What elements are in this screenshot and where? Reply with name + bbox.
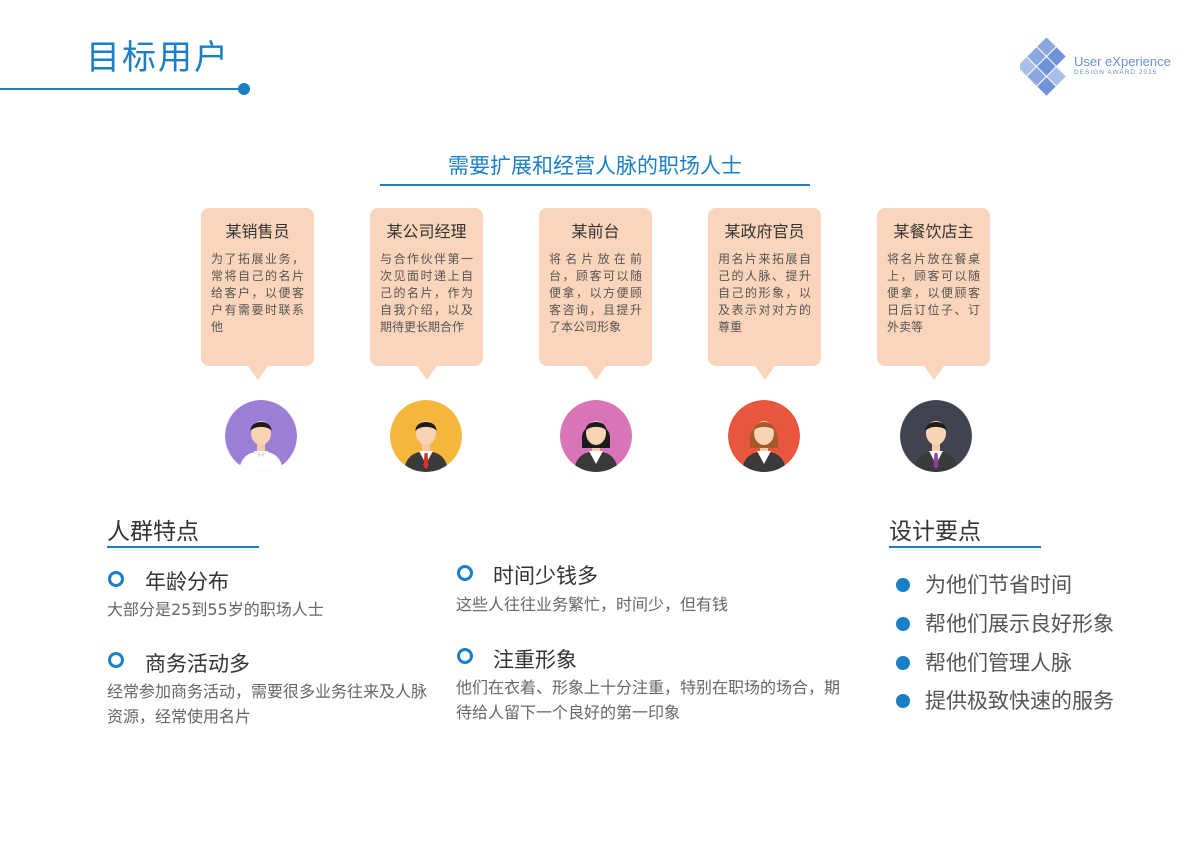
characteristics-underline bbox=[107, 546, 259, 548]
restaurant-owner-avatar-icon bbox=[900, 400, 972, 472]
target-group-underline bbox=[380, 184, 810, 186]
design-point: 帮他们展示良好形象 bbox=[925, 612, 1114, 636]
design-point: 为他们节省时间 bbox=[925, 573, 1072, 597]
feature-title: 时间少钱多 bbox=[493, 564, 598, 588]
persona-card: 某公司经理 与合作伙伴第一次见面时递上自己的名片，作为自我介绍，以及期待更长期合… bbox=[370, 208, 483, 380]
title-underline-dot bbox=[238, 83, 250, 95]
ring-bullet-icon bbox=[457, 648, 473, 664]
persona-card: 某餐饮店主 将名片放在餐桌上，顾客可以随便拿，以便顾客日后订位子、订外卖等 bbox=[877, 208, 990, 380]
persona-name: 某前台 bbox=[571, 222, 620, 241]
design-points-underline bbox=[889, 546, 1041, 548]
persona-description: 与合作伙伴第一次见面时递上自己的名片，作为自我介绍，以及期待更长期合作 bbox=[380, 252, 473, 334]
design-point: 帮他们管理人脉 bbox=[925, 651, 1072, 675]
feature-title: 商务活动多 bbox=[145, 652, 250, 676]
feature-description: 他们在衣着、形象上十分注重，特别在职场的场合，期待给人留下一个良好的第一印象 bbox=[456, 678, 841, 722]
logo-subtext: DESIGN AWARD 2015 bbox=[1074, 69, 1158, 76]
feature-description: 大部分是25到55岁的职场人士 bbox=[107, 600, 324, 619]
persona-card: 某前台 将名片放在前台，顾客可以随便拿，以方便顾客咨询，且提升了本公司形象 bbox=[539, 208, 652, 380]
logo-text: User eXperience bbox=[1074, 54, 1171, 69]
dot-bullet-icon bbox=[896, 694, 910, 708]
design-points-heading: 设计要点 bbox=[889, 519, 981, 545]
persona-description: 用名片来拓展自己的人脉、提升自己的形象，以及表示对对方的尊重 bbox=[718, 252, 811, 334]
persona-name: 某公司经理 bbox=[386, 222, 467, 241]
salesman-avatar-icon bbox=[225, 400, 297, 472]
ring-bullet-icon bbox=[108, 652, 124, 668]
persona-description: 为了拓展业务，常将自己的名片给客户，以便客户有需要时联系他 bbox=[211, 252, 304, 334]
title-underline bbox=[0, 88, 242, 90]
page-title: 目标用户 bbox=[86, 38, 230, 78]
persona-name: 某餐饮店主 bbox=[893, 222, 974, 241]
diamond-grid-icon bbox=[1017, 37, 1066, 96]
persona-card: 某政府官员 用名片来拓展自己的人脉、提升自己的形象，以及表示对对方的尊重 bbox=[708, 208, 821, 380]
persona-description: 将名片放在餐桌上，顾客可以随便拿，以便顾客日后订位子、订外卖等 bbox=[887, 252, 980, 334]
dot-bullet-icon bbox=[896, 578, 910, 592]
persona-name: 某销售员 bbox=[225, 222, 290, 241]
manager-avatar-icon bbox=[390, 400, 462, 472]
feature-title: 注重形象 bbox=[493, 648, 577, 672]
ring-bullet-icon bbox=[108, 571, 124, 587]
persona-name: 某政府官员 bbox=[724, 222, 805, 241]
characteristics-heading: 人群特点 bbox=[107, 519, 199, 545]
design-point: 提供极致快速的服务 bbox=[925, 689, 1114, 713]
persona-card: 某销售员 为了拓展业务，常将自己的名片给客户，以便客户有需要时联系他 bbox=[201, 208, 314, 380]
official-avatar-icon bbox=[728, 400, 800, 472]
dot-bullet-icon bbox=[896, 617, 910, 631]
ring-bullet-icon bbox=[457, 565, 473, 581]
feature-description: 经常参加商务活动，需要很多业务往来及人脉资源，经常使用名片 bbox=[107, 682, 428, 726]
persona-description: 将名片放在前台，顾客可以随便拿，以方便顾客咨询，且提升了本公司形象 bbox=[549, 252, 642, 334]
receptionist-avatar-icon bbox=[560, 400, 632, 472]
feature-title: 年龄分布 bbox=[145, 570, 229, 594]
dot-bullet-icon bbox=[896, 656, 910, 670]
ux-award-logo: User eXperience DESIGN AWARD 2015 bbox=[1017, 37, 1171, 98]
feature-description: 这些人往往业务繁忙，时间少，但有钱 bbox=[456, 595, 729, 614]
target-group-heading: 需要扩展和经营人脉的职场人士 bbox=[448, 154, 742, 178]
